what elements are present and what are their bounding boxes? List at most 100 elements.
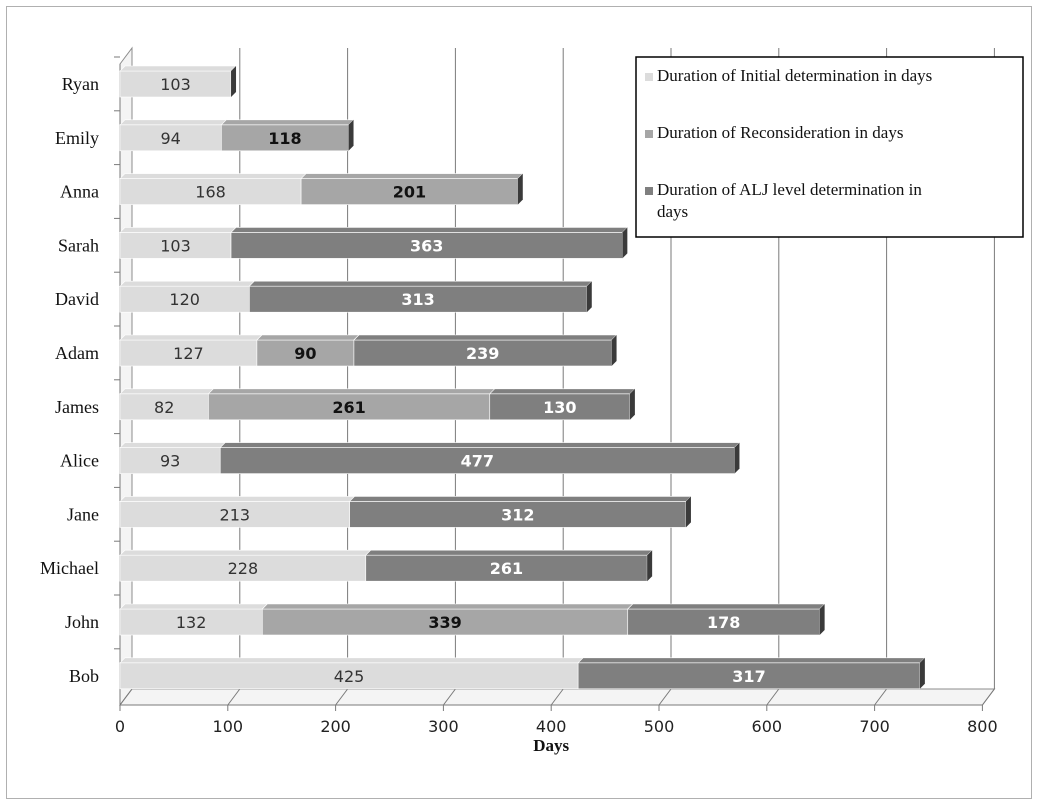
bar-top-alice-series-3 bbox=[219, 442, 741, 448]
x-axis-title: Days bbox=[533, 736, 569, 755]
bar-emily-series-2 bbox=[221, 124, 349, 152]
bar-ryan-series-1 bbox=[119, 70, 232, 98]
legend-label-3: Duration of ALJ level determination in bbox=[657, 180, 922, 199]
x-tick-label-0: 0 bbox=[115, 717, 125, 736]
data-label-adam-series-3: 239 bbox=[466, 344, 499, 363]
x-tick-label-100: 100 bbox=[213, 717, 244, 736]
x-tick-label-500: 500 bbox=[644, 717, 675, 736]
bar-top-ryan-series-1 bbox=[119, 65, 237, 72]
legend-label-1: Duration of Initial determination in day… bbox=[657, 66, 932, 85]
category-label-ryan: Ryan bbox=[62, 74, 99, 94]
category-label-sarah: Sarah bbox=[58, 235, 99, 255]
category-label-adam: Adam bbox=[55, 343, 99, 363]
bar-david-series-3 bbox=[249, 285, 588, 313]
category-label-michael: Michael bbox=[40, 558, 99, 578]
bar-alice-series-3 bbox=[219, 447, 735, 474]
x-tick-label-300: 300 bbox=[428, 717, 459, 736]
bar-top-jane-series-1 bbox=[119, 496, 356, 502]
data-label-james-series-2: 261 bbox=[332, 398, 365, 417]
data-label-john-series-2: 339 bbox=[428, 613, 461, 632]
x-tick-label-800: 800 bbox=[967, 717, 998, 736]
bar-top-sarah-series-3 bbox=[230, 227, 629, 233]
legend-label-3-line-2: days bbox=[657, 202, 688, 221]
data-label-adam-series-1: 127 bbox=[173, 344, 204, 363]
category-label-bob: Bob bbox=[69, 666, 99, 686]
data-label-alice-series-3: 477 bbox=[461, 452, 494, 471]
data-label-jane-series-1: 213 bbox=[220, 505, 251, 524]
data-label-james-series-3: 130 bbox=[543, 398, 576, 417]
bar-top-anna-series-2 bbox=[300, 173, 524, 179]
legend-swatch-3 bbox=[645, 187, 653, 195]
bar-top-john-series-2 bbox=[261, 603, 634, 610]
data-label-michael-series-3: 261 bbox=[490, 559, 523, 578]
data-label-michael-series-1: 228 bbox=[228, 559, 259, 578]
x-tick-label-200: 200 bbox=[320, 717, 351, 736]
bar-top-bob-series-3 bbox=[577, 657, 926, 664]
bar-top-james-series-3 bbox=[489, 388, 636, 395]
data-label-anna-series-1: 168 bbox=[195, 183, 226, 202]
x-tick-label-400: 400 bbox=[536, 717, 567, 736]
legend-swatch-1 bbox=[645, 73, 653, 81]
bar-top-david-series-1 bbox=[119, 280, 256, 287]
floor-line-800 bbox=[982, 688, 995, 706]
bar-jane-series-3 bbox=[349, 501, 687, 528]
bar-top-sarah-series-1 bbox=[119, 227, 237, 233]
floor-line-300 bbox=[442, 688, 456, 706]
data-label-bob-series-3: 317 bbox=[732, 667, 765, 686]
floor-line-0 bbox=[119, 688, 133, 706]
data-label-emily-series-1: 94 bbox=[160, 129, 180, 148]
data-label-john-series-1: 132 bbox=[176, 613, 207, 632]
data-label-ryan-series-1: 103 bbox=[160, 75, 191, 94]
legend-box bbox=[635, 56, 1024, 238]
bar-end-david bbox=[586, 281, 592, 313]
category-label-jane: Jane bbox=[67, 504, 99, 524]
bar-end-ryan bbox=[231, 66, 237, 97]
bar-anna-series-2 bbox=[300, 178, 519, 205]
bar-top-adam-series-3 bbox=[353, 334, 618, 341]
bar-top-michael-series-1 bbox=[119, 549, 372, 556]
bar-end-bob bbox=[919, 657, 925, 689]
bar-end-john bbox=[819, 604, 825, 635]
legend-swatch-2 bbox=[645, 130, 653, 138]
data-label-anna-series-2: 201 bbox=[393, 183, 426, 202]
bar-anna-series-1 bbox=[119, 178, 302, 205]
category-label-emily: Emily bbox=[55, 128, 99, 148]
bar-top-alice-series-1 bbox=[119, 442, 226, 448]
bar-end-michael bbox=[647, 550, 653, 582]
bar-top-james-series-2 bbox=[207, 388, 496, 395]
bar-top-emily-series-1 bbox=[119, 119, 228, 126]
bar-end-alice bbox=[734, 442, 740, 474]
data-label-david-series-1: 120 bbox=[169, 290, 200, 309]
bar-top-james-series-1 bbox=[119, 388, 215, 395]
data-label-bob-series-1: 425 bbox=[334, 667, 365, 686]
bar-top-john-series-1 bbox=[119, 603, 269, 610]
bar-top-anna-series-1 bbox=[119, 173, 307, 179]
data-label-adam-series-2: 90 bbox=[294, 344, 316, 363]
x-tick-label-600: 600 bbox=[752, 717, 783, 736]
bar-end-emily bbox=[348, 119, 354, 151]
floor-line-700 bbox=[874, 688, 887, 706]
data-label-james-series-1: 82 bbox=[154, 398, 174, 417]
bar-jane-series-1 bbox=[119, 501, 350, 528]
category-label-anna: Anna bbox=[60, 182, 99, 202]
bar-top-adam-series-1 bbox=[119, 334, 263, 341]
category-label-david: David bbox=[55, 289, 99, 309]
category-label-john: John bbox=[65, 612, 99, 632]
bar-alice-series-1 bbox=[119, 447, 221, 474]
data-label-alice-series-1: 93 bbox=[160, 452, 180, 471]
bar-end-james bbox=[629, 388, 635, 420]
bar-john-series-3 bbox=[627, 608, 820, 636]
bar-top-adam-series-2 bbox=[256, 334, 360, 341]
data-label-emily-series-2: 118 bbox=[268, 129, 301, 148]
bar-top-john-series-3 bbox=[627, 603, 826, 610]
bar-top-emily-series-2 bbox=[220, 119, 355, 126]
bar-top-michael-series-3 bbox=[365, 549, 653, 556]
bar-top-jane-series-3 bbox=[348, 496, 692, 502]
bar-top-david-series-3 bbox=[248, 280, 593, 287]
bar-james-series-3 bbox=[489, 393, 631, 421]
x-tick-label-700: 700 bbox=[859, 717, 890, 736]
bar-top-bob-series-1 bbox=[119, 657, 584, 664]
category-label-james: James bbox=[55, 397, 99, 417]
floor-line-200 bbox=[335, 688, 349, 706]
